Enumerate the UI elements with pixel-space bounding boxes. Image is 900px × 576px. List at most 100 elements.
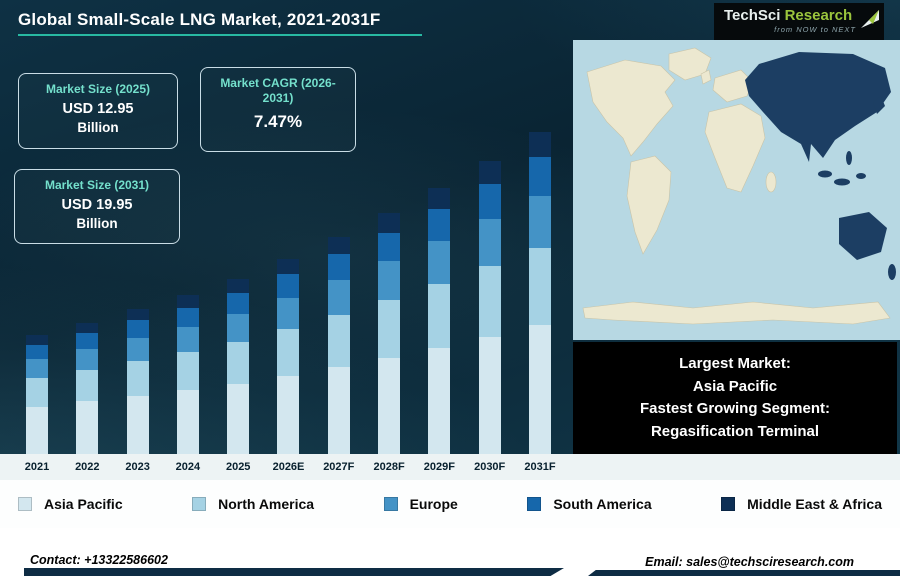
page-title: Global Small-Scale LNG Market, 2021-2031… — [18, 10, 381, 29]
map-new-zealand — [888, 264, 896, 280]
bar-column-2022 — [76, 322, 99, 454]
callout-line: Asia Pacific — [692, 377, 778, 395]
side-panel: Largest Market: Asia Pacific Fastest Gro… — [573, 40, 900, 454]
callout-line: Regasification Terminal — [650, 422, 820, 440]
bar-segment — [378, 261, 401, 300]
market-size-2025-unit: Billion — [77, 120, 119, 135]
x-axis-label: 2023 — [125, 461, 150, 473]
x-axis-row: 2021 2022 2023 2024 2025 2026E 2027F 2028F 2029F… — [0, 454, 900, 480]
legend-swatch — [527, 497, 542, 511]
bar-column-2027F — [327, 236, 350, 454]
legend-item: Europe — [383, 496, 458, 512]
bar-segment — [126, 361, 149, 396]
bar-segment — [327, 236, 350, 255]
bar-segment — [277, 297, 300, 330]
map-indonesia-east — [834, 178, 850, 186]
map-antarctica — [582, 301, 891, 325]
bar-segment — [76, 348, 99, 370]
bar-segment — [176, 390, 199, 454]
logo-secondary-text: Research — [784, 7, 853, 24]
bar-segment — [176, 352, 199, 391]
logo-wordmark: TechSci Research — [724, 7, 852, 24]
x-axis-label: 2030F — [474, 461, 506, 473]
bar-segment — [428, 347, 451, 454]
bar-segment — [227, 314, 250, 343]
legend-swatch — [721, 497, 736, 511]
asia-pacific-region — [745, 52, 891, 162]
bar-segment — [277, 258, 300, 275]
bar-column-2023 — [126, 308, 149, 454]
bar-segment — [76, 369, 99, 402]
market-size-2031-unit: Billion — [76, 216, 118, 231]
bar-column-2024 — [176, 295, 199, 454]
legend-item: Middle East & Africa — [721, 496, 882, 512]
contact-info: Contact: +13322586602 — [30, 553, 168, 567]
map-australia — [839, 212, 887, 260]
bar-segment — [478, 336, 501, 454]
x-axis-label: 2031F — [524, 461, 556, 473]
bar-segment — [26, 359, 48, 378]
bar-segment — [428, 241, 451, 284]
legend-item: Asia Pacific — [18, 496, 123, 512]
bar-segment — [378, 299, 401, 358]
map-madagascar — [765, 171, 777, 193]
map-south-america — [626, 155, 672, 255]
bar-column-2028F — [378, 213, 401, 454]
legend-label: Europe — [409, 496, 458, 512]
footer-bar-left — [24, 568, 564, 576]
bar-segment — [126, 320, 149, 338]
bar-segment — [327, 315, 350, 368]
legend-label: Asia Pacific — [44, 496, 123, 512]
legend-swatch — [18, 497, 32, 511]
bar-segment — [126, 395, 149, 454]
bar-segment — [478, 266, 501, 337]
logo-primary-text: TechSci — [724, 7, 781, 24]
bar-segment — [126, 337, 149, 362]
bar-segment — [528, 247, 551, 325]
x-axis-label: 2029F — [423, 461, 455, 473]
legend-swatch — [383, 497, 398, 511]
map-uk — [700, 69, 712, 85]
footer: Contact: +13322586602 Email: sales@techs… — [0, 528, 900, 576]
bar-segment — [478, 184, 501, 220]
market-size-2025-box: Market Size (2025) USD 12.95 Billion — [18, 73, 178, 149]
legend-item: South America — [527, 496, 652, 512]
world-map — [573, 40, 900, 340]
bars — [26, 40, 551, 454]
callout-line: Fastest Growing Segment: — [639, 400, 831, 417]
map-north-america — [586, 59, 676, 157]
bar-column-2026E — [277, 258, 300, 454]
bar-segment — [26, 406, 48, 454]
bar-segment — [277, 274, 300, 298]
legend-swatch — [192, 497, 207, 511]
bar-segment — [176, 295, 199, 308]
callout-line: Largest Market: — [679, 355, 791, 372]
bar-segment — [327, 367, 350, 454]
legend-label: South America — [553, 496, 652, 512]
bar-segment — [76, 333, 99, 349]
email-info: Email: sales@techsciresearch.com — [645, 555, 854, 569]
map-philippines — [846, 151, 852, 165]
bar-segment — [76, 401, 99, 454]
market-size-2025-label: Market Size (2025) — [45, 82, 151, 96]
bar-segment — [378, 357, 401, 454]
market-cagr-box: Market CAGR (2026-2031) 7.47% — [200, 67, 356, 152]
chart-background: Global Small-Scale LNG Market, 2021-2031… — [0, 0, 900, 454]
bar-segment — [528, 157, 551, 197]
world-map-graphic — [573, 40, 900, 340]
largest-market-callout: Largest Market: Asia Pacific Fastest Gro… — [573, 342, 897, 454]
chart-area: Market Size (2025) USD 12.95 Billion Mar… — [0, 40, 573, 454]
bar-segment — [176, 307, 199, 327]
bar-segment — [378, 232, 401, 262]
x-axis-label: 2028F — [373, 461, 405, 473]
bar-segment — [428, 188, 451, 210]
title-underline — [18, 34, 422, 36]
bar-column-2029F — [428, 188, 451, 454]
x-axis-label: 2027F — [323, 461, 355, 473]
market-size-2031-value: USD 19.95 — [61, 197, 133, 213]
bar-segment — [176, 326, 199, 353]
bar-segment — [378, 213, 401, 233]
footer-bar-right — [588, 570, 900, 576]
bar-column-2030F — [478, 160, 501, 454]
bar-segment — [26, 378, 48, 407]
